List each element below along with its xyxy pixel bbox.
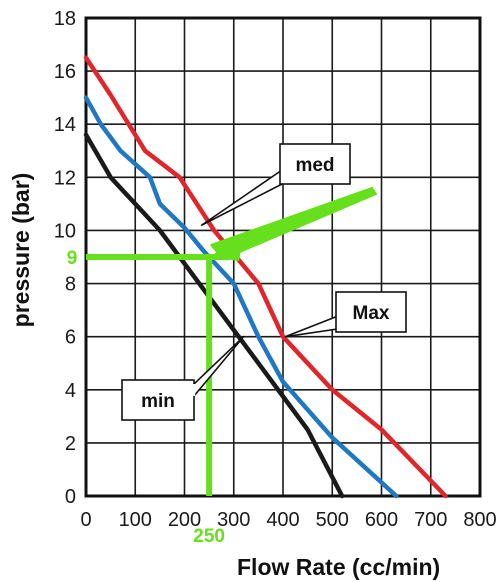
y-tick-label: 12	[54, 167, 76, 189]
callout-layer: med Max min	[121, 143, 407, 421]
y-tick-label: 4	[65, 380, 76, 402]
callout-min-pointer	[193, 335, 245, 397]
x-tick-label: 200	[168, 509, 201, 531]
callout-min: min	[121, 335, 245, 421]
x-tick-label: 700	[414, 509, 447, 531]
callout-max-box	[335, 291, 407, 333]
y-tick-label: 6	[65, 327, 76, 349]
tick-labels: 0 100 200 300 400 500 600 700 800 0 2 4 6 8 10 12 14 16 18	[54, 8, 497, 531]
y-tick-label: 8	[65, 274, 76, 296]
y-tick-label: 16	[54, 61, 76, 83]
x-tick-label: 800	[463, 509, 496, 531]
callout-med: med	[200, 143, 351, 226]
x-tick-label: 500	[316, 509, 349, 531]
highlight-x-label: 250	[193, 526, 225, 547]
series-line-min	[83, 132, 345, 499]
y-tick-label: 10	[54, 220, 76, 242]
callout-min-box	[121, 379, 195, 421]
x-tick-label: 400	[266, 509, 299, 531]
series-line-med	[83, 95, 399, 499]
highlight-y-label: 9	[67, 248, 78, 269]
y-tick-label: 0	[65, 486, 76, 508]
highlight-arrow-head	[209, 235, 244, 261]
callout-med-box	[279, 143, 351, 185]
y-tick-label: 14	[54, 114, 76, 136]
y-tick-label: 18	[54, 8, 76, 30]
callout-med-pointer	[200, 169, 287, 226]
highlight-layer: 250 9	[67, 187, 377, 547]
x-axis-title: Flow Rate (cc/min)	[237, 554, 440, 580]
callout-max-label: Max	[353, 303, 390, 324]
callout-max: Max	[284, 291, 407, 338]
callout-min-label: min	[141, 391, 175, 412]
x-tick-label: 300	[217, 509, 250, 531]
y-axis-title: pressure (bar)	[8, 173, 34, 328]
x-tick-label: 100	[119, 509, 152, 531]
callout-med-join	[280, 169, 288, 183]
x-tick-label: 0	[80, 509, 91, 531]
y-tick-label: 2	[65, 433, 76, 455]
x-tick-label: 600	[365, 509, 398, 531]
callout-med-label: med	[295, 155, 334, 176]
callout-max-join	[336, 315, 346, 329]
